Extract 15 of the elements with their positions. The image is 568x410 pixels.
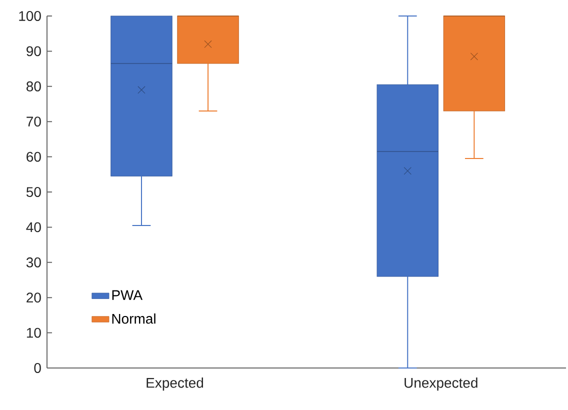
y-tick-label: 30 xyxy=(26,257,41,268)
legend-label: PWA xyxy=(112,290,143,300)
y-tick-label: 80 xyxy=(26,81,41,92)
y-tick-label: 40 xyxy=(26,222,41,232)
x-tick-label: Expected xyxy=(146,378,204,391)
y-tick-label: 50 xyxy=(26,187,41,197)
y-tick-label: 90 xyxy=(26,46,41,56)
legend-label: Normal xyxy=(112,313,156,324)
y-tick-label: 100 xyxy=(19,11,41,21)
y-tick-label: 70 xyxy=(26,116,41,127)
y-tick-label: 20 xyxy=(26,292,41,303)
y-tick-label: 0 xyxy=(34,363,41,373)
x-tick-label: Unexpected xyxy=(404,378,478,391)
y-tick-label: 10 xyxy=(26,328,41,338)
y-tick-label: 60 xyxy=(26,152,41,162)
